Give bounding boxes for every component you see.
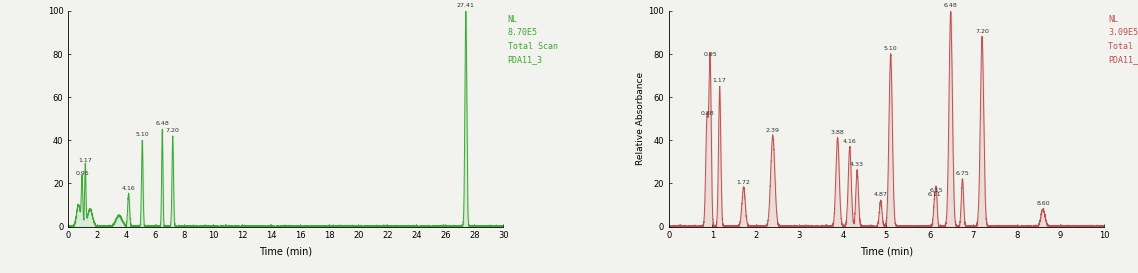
Text: 0.95: 0.95 [75, 171, 89, 176]
Text: 7.20: 7.20 [975, 29, 989, 34]
Text: 27.41: 27.41 [456, 3, 475, 8]
Text: 1.17: 1.17 [79, 158, 92, 163]
Text: 2.39: 2.39 [766, 128, 780, 133]
Text: 0.88: 0.88 [700, 111, 714, 115]
Text: 1.17: 1.17 [712, 78, 726, 83]
Text: 5.10: 5.10 [884, 46, 898, 51]
Text: 0.95: 0.95 [703, 52, 717, 57]
Text: 6.48: 6.48 [156, 121, 170, 126]
Text: 4.33: 4.33 [850, 162, 864, 167]
Text: NL
8.70E5
Total Scan
PDA11_3: NL 8.70E5 Total Scan PDA11_3 [508, 15, 558, 64]
Y-axis label: Relative Absorbance: Relative Absorbance [636, 72, 645, 165]
X-axis label: Time (min): Time (min) [859, 246, 913, 256]
Text: 6.11: 6.11 [927, 192, 941, 197]
Text: NL
3.09E5
Total Scan
PDA11_3: NL 3.09E5 Total Scan PDA11_3 [1108, 15, 1138, 64]
Text: 4.16: 4.16 [843, 139, 857, 144]
Text: 1.72: 1.72 [736, 180, 751, 185]
Text: 6.48: 6.48 [943, 3, 957, 8]
Text: 6.15: 6.15 [930, 188, 943, 193]
Text: 4.16: 4.16 [122, 186, 135, 191]
Text: 3.88: 3.88 [831, 130, 844, 135]
Text: 8.60: 8.60 [1036, 201, 1049, 206]
Text: 6.75: 6.75 [956, 171, 970, 176]
Text: 5.10: 5.10 [135, 132, 149, 137]
X-axis label: Time (min): Time (min) [259, 246, 313, 256]
Text: 7.20: 7.20 [166, 128, 180, 133]
Text: 4.87: 4.87 [874, 192, 888, 197]
